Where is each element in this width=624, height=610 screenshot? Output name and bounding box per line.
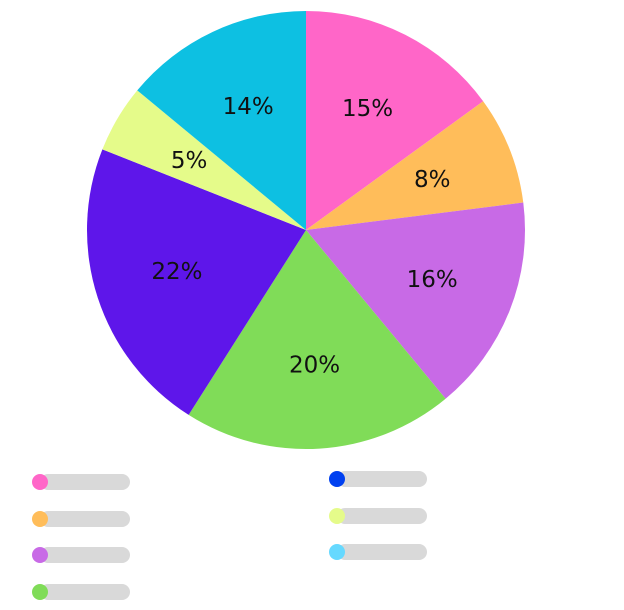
legend-swatch — [329, 544, 345, 560]
legend-label-placeholder — [337, 471, 427, 487]
legend-item — [32, 584, 132, 600]
legend-swatch — [32, 474, 48, 490]
legend-label-placeholder — [40, 584, 130, 600]
legend-swatch — [329, 508, 345, 524]
pie-slice — [306, 202, 525, 399]
slice-label: 16% — [407, 267, 458, 293]
slice-label: 15% — [342, 96, 393, 122]
legend-item — [329, 471, 429, 487]
legend-item — [32, 474, 132, 490]
legend-swatch — [329, 471, 345, 487]
legend-label-placeholder — [40, 547, 130, 563]
legend-swatch — [32, 511, 48, 527]
slice-label: 22% — [151, 259, 202, 285]
pie-slice — [306, 11, 484, 230]
legend-label-placeholder — [337, 508, 427, 524]
legend-swatch — [32, 584, 48, 600]
legend-item — [329, 544, 429, 560]
slice-label: 8% — [414, 167, 451, 193]
pie-slice — [86, 149, 306, 415]
slice-label: 5% — [171, 148, 208, 174]
pie-slice — [102, 90, 306, 231]
pie-slice — [306, 101, 524, 230]
pie-labels: 15% 8% 16% 20% 22% 5% 14% — [151, 94, 457, 378]
legend-label-placeholder — [40, 511, 130, 527]
legend-item — [329, 508, 429, 524]
pie-slice — [188, 230, 446, 450]
legend-label-placeholder — [40, 474, 130, 490]
pie-slice — [137, 11, 306, 230]
legend-label-placeholder — [337, 544, 427, 560]
slice-label: 20% — [289, 353, 340, 379]
legend-item — [32, 511, 132, 527]
legend-swatch — [32, 547, 48, 563]
pie-chart: 15% 8% 16% 20% 22% 5% 14% — [86, 11, 525, 450]
slice-label: 14% — [223, 94, 274, 120]
legend-item — [32, 547, 132, 563]
pie-slices — [86, 11, 525, 450]
